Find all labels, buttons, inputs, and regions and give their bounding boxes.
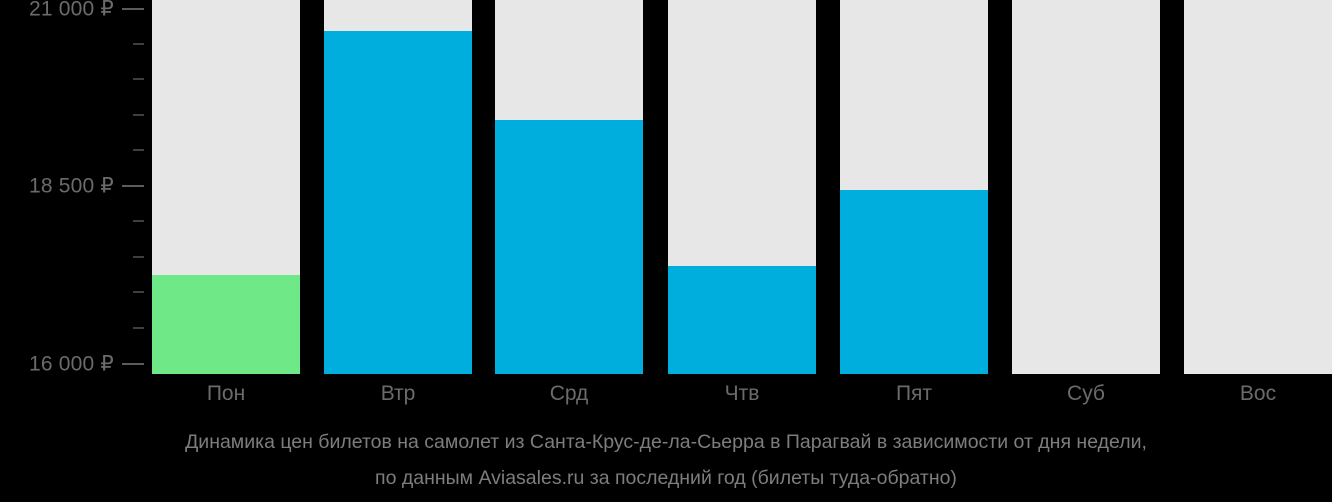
bar-group-чтв[interactable]: [668, 0, 816, 374]
y-tick-mark: [122, 363, 144, 365]
x-tick-label-чтв: Чтв: [724, 382, 760, 405]
y-tick-mark: [122, 185, 144, 187]
bar-group-вос[interactable]: [1184, 0, 1332, 374]
bar-group-пон[interactable]: [152, 0, 300, 374]
y-tick-mark: [133, 291, 144, 293]
bar-track: [1184, 0, 1332, 374]
y-tick-mark: [133, 78, 144, 80]
x-tick-label-пон: Пон: [206, 382, 246, 405]
y-tick-mark: [122, 8, 144, 10]
y-axis: 16 000 ₽ 18 500 ₽ 21 000 ₽: [0, 0, 152, 376]
y-tick-mark: [133, 43, 144, 45]
bar-пон[interactable]: [152, 275, 300, 374]
bar-срд[interactable]: [495, 119, 643, 374]
bar-group-пят[interactable]: [840, 0, 988, 374]
y-tick-mark: [133, 220, 144, 222]
bar-group-срд[interactable]: [495, 0, 643, 374]
bar-чтв[interactable]: [668, 266, 816, 374]
bar-group-втр[interactable]: [324, 0, 472, 374]
y-tick-mark: [133, 256, 144, 258]
caption-line-2: по данным Aviasales.ru за последний год …: [375, 467, 957, 489]
bar-пят[interactable]: [840, 190, 988, 374]
plot-area: [152, 0, 1332, 374]
bar-втр[interactable]: [324, 31, 472, 374]
bar-track: [1012, 0, 1160, 374]
x-tick-label-втр: Втр: [380, 382, 416, 405]
y-tick-mark: [133, 114, 144, 116]
x-tick-label-срд: Срд: [549, 382, 589, 405]
x-tick-label-суб: Суб: [1067, 382, 1105, 405]
bar-group-суб[interactable]: [1012, 0, 1160, 374]
x-axis: Пон Втр Срд Чтв Пят Суб Вос: [0, 374, 1332, 422]
y-tick-mark: [133, 149, 144, 151]
x-tick-label-вос: Вос: [1239, 382, 1277, 405]
y-tick-label: 18 500 ₽: [28, 174, 114, 198]
y-tick-mark: [133, 327, 144, 329]
y-tick-label: 21 000 ₽: [28, 0, 114, 21]
caption-line-1: Динамика цен билетов на самолет из Санта…: [185, 431, 1147, 453]
x-tick-label-пят: Пят: [895, 382, 933, 405]
y-tick-label: 16 000 ₽: [28, 352, 114, 376]
chart-caption: Динамика цен билетов на самолет из Санта…: [0, 424, 1332, 496]
